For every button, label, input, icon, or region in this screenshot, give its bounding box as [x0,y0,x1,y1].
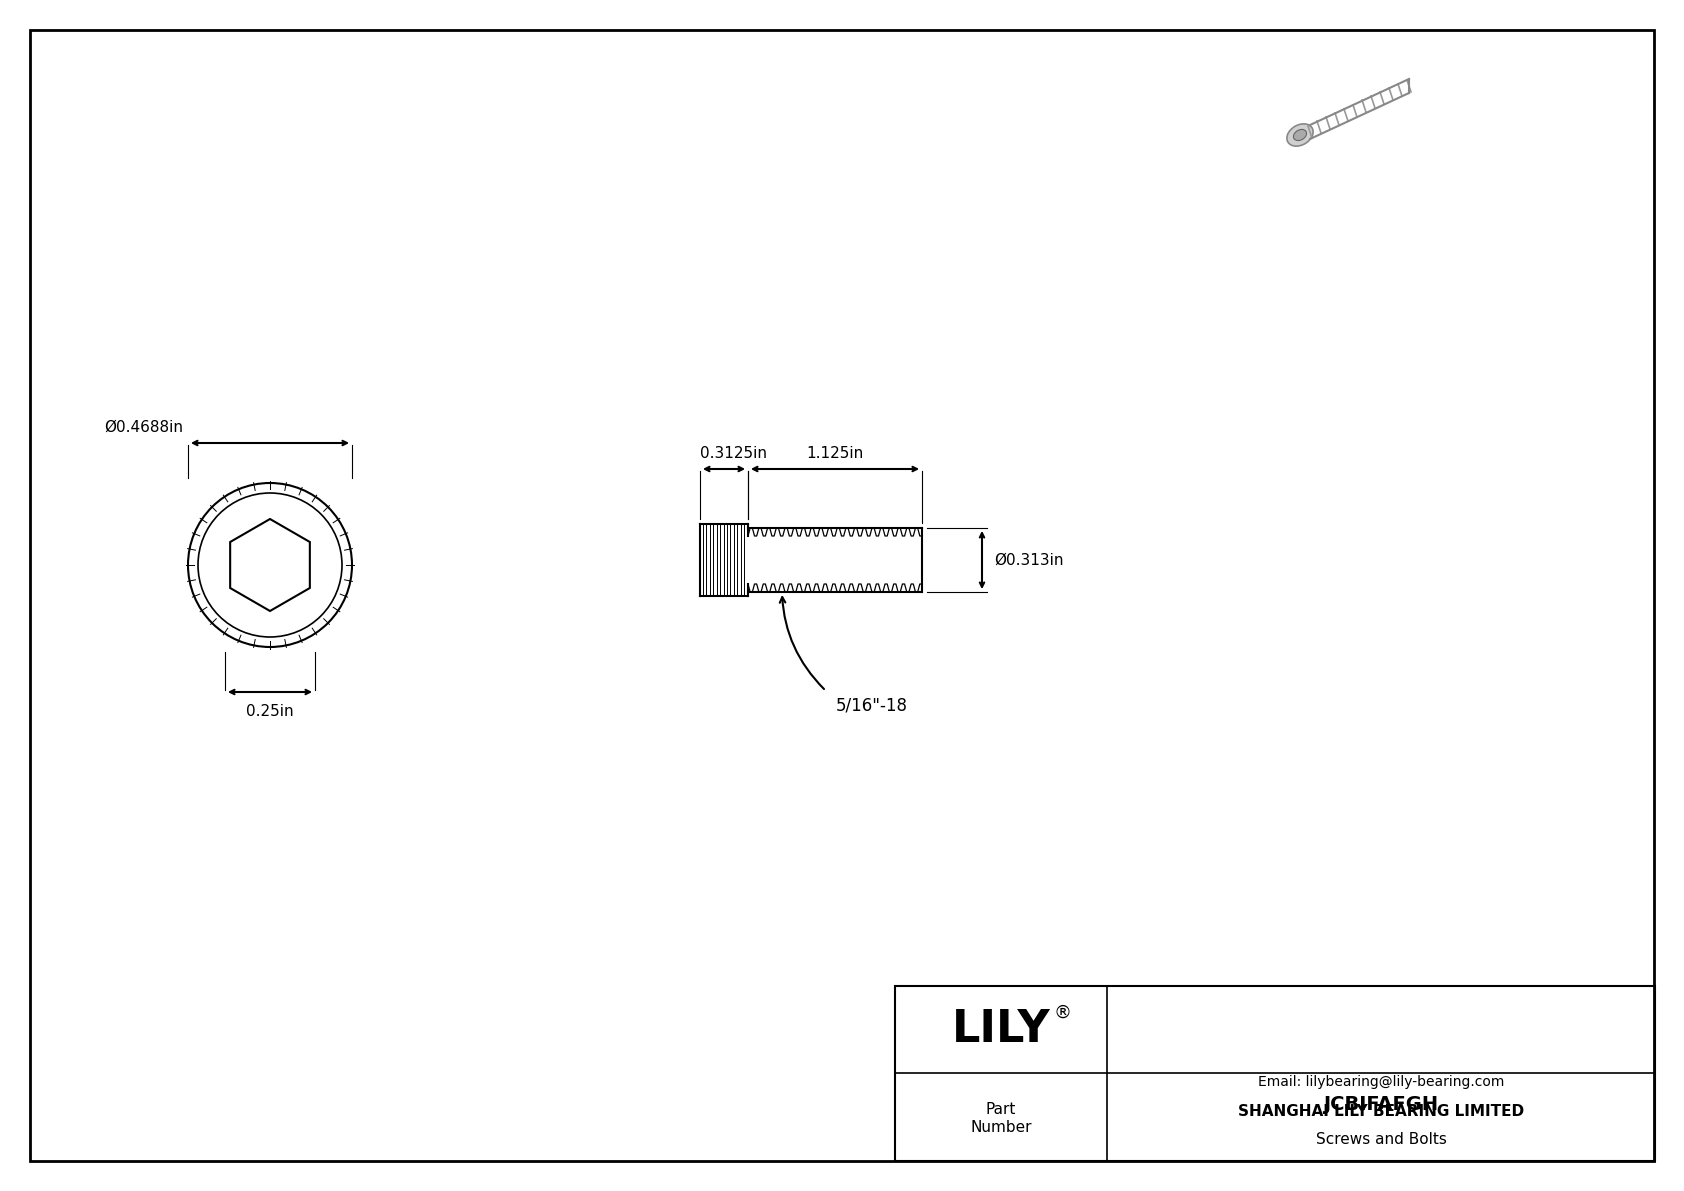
Text: 0.25in: 0.25in [246,704,293,719]
Text: Email: lilybearing@lily-bearing.com: Email: lilybearing@lily-bearing.com [1258,1075,1504,1090]
Ellipse shape [1293,130,1307,141]
Text: SHANGHAI LILY BEARING LIMITED: SHANGHAI LILY BEARING LIMITED [1238,1104,1524,1120]
Text: 1.125in: 1.125in [807,445,864,461]
Text: Number: Number [970,1120,1032,1135]
Text: LILY: LILY [951,1008,1051,1050]
Text: 5/16"-18: 5/16"-18 [835,696,908,713]
Text: Ø0.313in: Ø0.313in [994,553,1064,567]
Text: Ø0.4688in: Ø0.4688in [104,420,184,435]
Text: 0.3125in: 0.3125in [701,445,766,461]
Ellipse shape [1287,124,1314,146]
Text: Screws and Bolts: Screws and Bolts [1315,1131,1447,1147]
Text: Part: Part [985,1102,1015,1116]
Bar [894,986,1655,1161]
Text: ®: ® [1052,1004,1071,1022]
Text: JCBIFAFGH: JCBIFAFGH [1324,1095,1438,1114]
